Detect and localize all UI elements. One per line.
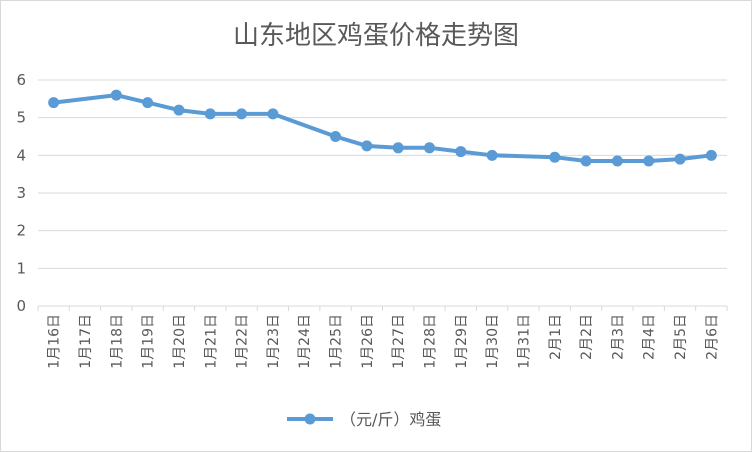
y-tick-label-5: 5 [16,109,26,127]
series-layer [48,89,717,167]
gridlines [38,79,727,269]
x-tick-label-1月16日: 1月16日 [47,314,63,369]
y-axis-ticks: 0 1 2 3 4 5 6 [16,71,26,315]
data-point-1月21日 [204,108,216,120]
x-tick-label-1月29日: 1月29日 [454,314,470,369]
data-point-2月2日 [580,155,592,167]
data-point-2月1日 [549,151,561,163]
x-tick-label-1月19日: 1月19日 [141,314,157,369]
x-tick-label-2月2日: 2月2日 [579,314,595,360]
x-tick-label-2月5日: 2月5日 [673,314,689,360]
x-tick-label-2月3日: 2月3日 [610,314,626,360]
y-tick-label-3: 3 [16,184,26,202]
data-point-2月4日 [643,155,655,167]
x-tick-label-1月28日: 1月28日 [422,314,438,369]
x-tick-label-1月27日: 1月27日 [391,314,407,369]
data-point-1月26日 [361,140,373,152]
data-point-2月5日 [674,153,686,165]
x-tick-label-1月25日: 1月25日 [329,314,345,369]
legend-label: （元/斤）鸡蛋 [340,410,441,429]
data-point-1月25日 [330,131,342,142]
data-point-1月16日 [48,97,60,109]
data-point-1月28日 [423,142,435,154]
y-tick-label-2: 2 [16,222,26,240]
x-tick-label-1月20日: 1月20日 [172,314,188,369]
y-tick-label-1: 1 [16,259,26,277]
x-tick-label-1月24日: 1月24日 [297,314,313,369]
data-point-1月20日 [173,104,185,116]
y-tick-label-4: 4 [16,146,26,164]
data-point-2月3日 [611,155,623,167]
data-point-1月23日 [267,108,279,120]
data-point-1月18日 [110,89,122,101]
legend-marker [304,413,316,425]
legend: （元/斤）鸡蛋 [287,410,441,429]
x-tick-label-2月4日: 2月4日 [642,314,658,360]
chart-title: 山东地区鸡蛋价格走势图 [233,21,519,51]
data-point-1月22日 [236,108,248,120]
y-tick-label-0: 0 [16,297,26,315]
x-tick-label-1月18日: 1月18日 [109,314,125,369]
x-tick-label-1月30日: 1月30日 [485,314,501,369]
x-tick-label-1月21日: 1月21日 [203,314,219,369]
x-tick-label-2月1日: 2月1日 [548,314,564,360]
x-tick-label-2月6日: 2月6日 [704,314,720,360]
y-tick-label-6: 6 [16,71,26,89]
x-tick-label-1月22日: 1月22日 [235,314,251,369]
data-point-1月30日 [486,149,498,161]
x-axis [37,305,728,311]
data-point-1月19日 [142,97,154,109]
x-tick-label-1月26日: 1月26日 [360,314,376,369]
x-tick-label-1月17日: 1月17日 [78,314,94,369]
x-tick-label-1月31日: 1月31日 [516,314,532,369]
x-axis-ticks: 1月16日 1月17日 1月18日 1月19日 1月20日 1月21日 1月22日 1月23日… [47,314,721,369]
data-point-1月27日 [392,142,404,154]
x-tick-label-1月23日: 1月23日 [266,314,282,369]
data-point-2月6日 [705,149,717,161]
data-point-1月29日 [455,146,467,158]
